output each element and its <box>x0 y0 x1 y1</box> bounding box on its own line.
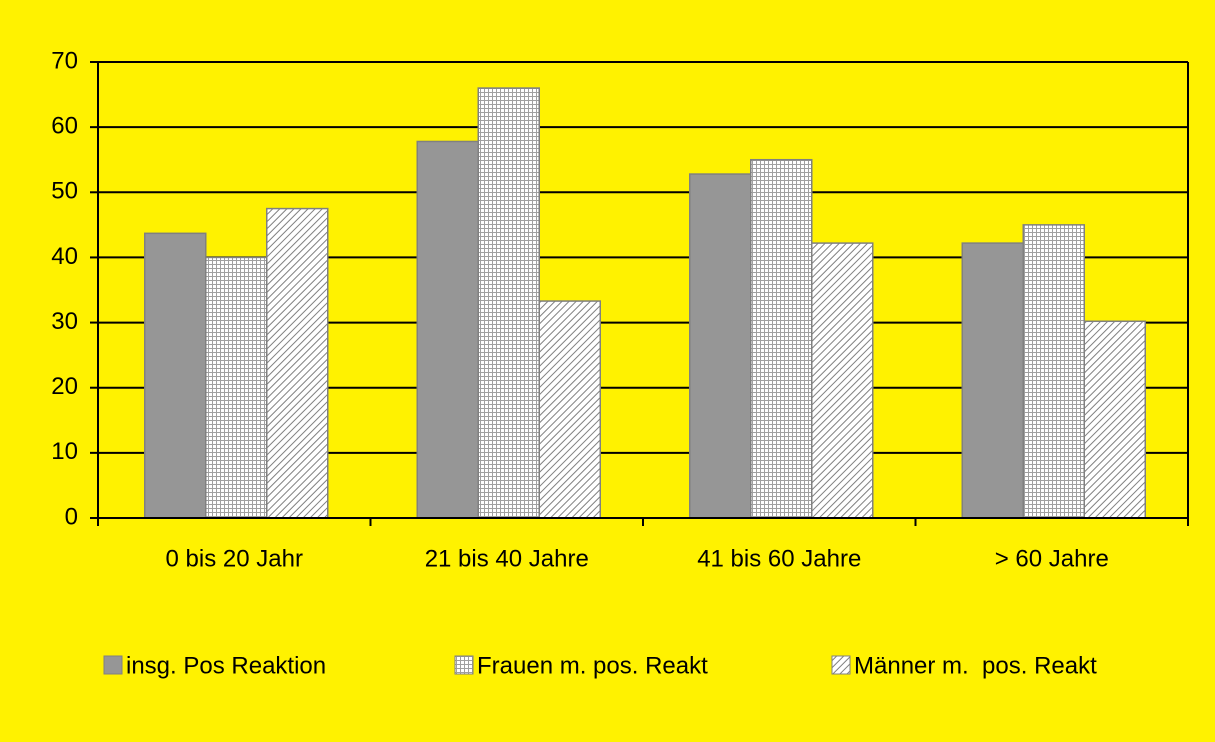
bar <box>1022 224 1085 519</box>
x-tick-label: 0 bis 20 Jahr <box>166 545 303 572</box>
legend-label: Frauen m. pos. Reakt <box>477 652 708 679</box>
bar <box>266 207 329 519</box>
bar <box>811 242 874 519</box>
legend-swatch <box>103 655 123 675</box>
x-tick-label: 41 bis 60 Jahre <box>697 545 861 572</box>
bar <box>689 173 752 519</box>
legend-swatch <box>831 655 851 675</box>
bar <box>477 87 540 519</box>
legend-label: insg. Pos Reaktion <box>126 652 326 679</box>
bar <box>750 158 813 519</box>
y-tick-label: 0 <box>65 503 78 530</box>
y-tick-label: 10 <box>51 438 78 465</box>
bar <box>1083 320 1146 519</box>
y-tick-label: 40 <box>51 243 78 270</box>
y-tick-label: 60 <box>51 112 78 139</box>
bar <box>205 256 268 519</box>
bar <box>416 140 479 519</box>
y-tick-label: 70 <box>51 47 78 74</box>
bar <box>144 232 207 519</box>
bar <box>961 242 1024 519</box>
y-tick-label: 20 <box>51 373 78 400</box>
x-tick-label: > 60 Jahre <box>995 545 1109 572</box>
bar <box>538 300 601 519</box>
legend-label: Männer m. pos. Reakt <box>854 652 1097 679</box>
x-tick-label: 21 bis 40 Jahre <box>425 545 589 572</box>
legend-swatch <box>454 655 474 675</box>
y-tick-label: 50 <box>51 178 78 205</box>
y-tick-label: 30 <box>51 308 78 335</box>
